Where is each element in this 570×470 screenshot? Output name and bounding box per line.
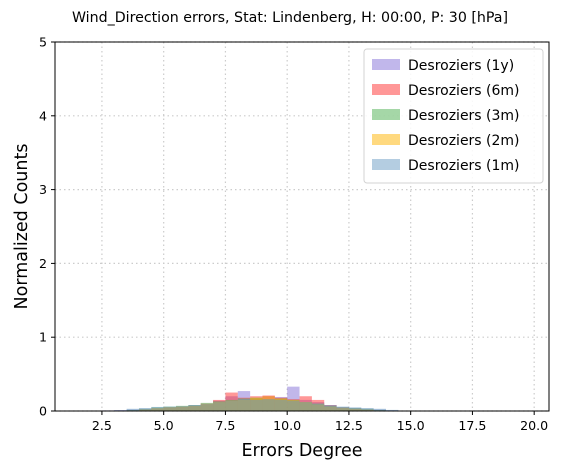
x-tick-label-4: 12.5: [335, 418, 363, 433]
bar-s4-b7: [201, 404, 213, 411]
legend-label-0: Desroziers (1y): [408, 58, 514, 74]
legend-swatch-3: [372, 134, 400, 145]
histogram-bars: [90, 387, 411, 411]
bar-s4-b8: [213, 402, 225, 411]
legend-label-3: Desroziers (2m): [408, 133, 520, 149]
legend: Desroziers (1y) Desroziers (6m) Desroziers…: [364, 49, 543, 183]
x-axis-label: Errors Degree: [241, 441, 362, 461]
legend-swatch-1: [372, 84, 400, 95]
y-tick-label-0: 0: [39, 404, 47, 419]
bar-s4-b15: [300, 402, 312, 411]
legend-swatch-2: [372, 109, 400, 120]
bar-s4-b16: [312, 404, 324, 411]
x-tick-label-2: 7.5: [215, 418, 235, 433]
x-tick-label-7: 20.0: [520, 418, 548, 433]
bar-s4-b14: [287, 401, 299, 411]
bar-s4-b11: [250, 400, 262, 411]
y-tick-label-2: 2: [39, 256, 47, 271]
legend-swatch-0: [372, 59, 400, 70]
bar-s4-b5: [176, 406, 188, 411]
bar-s4-b12: [262, 399, 274, 411]
bar-s4-b9: [225, 401, 237, 411]
series-4: [114, 399, 398, 411]
x-tick-label-1: 5.0: [154, 418, 174, 433]
x-tick-label-6: 17.5: [458, 418, 486, 433]
x-tick-label-5: 15.0: [397, 418, 425, 433]
chart-title: Wind_Direction errors, Stat: Lindenberg,…: [72, 10, 508, 26]
y-tick-label-1: 1: [39, 330, 47, 345]
y-tick-label-5: 5: [39, 35, 47, 50]
bar-s4-b6: [188, 405, 200, 411]
bar-s4-b13: [275, 400, 287, 411]
bar-s4-b19: [349, 407, 361, 411]
bar-s4-b10: [238, 399, 250, 411]
bar-s4-b17: [324, 405, 336, 411]
y-tick-label-4: 4: [39, 108, 47, 123]
y-tick-label-3: 3: [39, 182, 47, 197]
x-tick-label-0: 2.5: [92, 418, 112, 433]
legend-label-2: Desroziers (3m): [408, 108, 520, 124]
x-tick-label-3: 10.0: [273, 418, 301, 433]
bar-s4-b3: [151, 407, 163, 411]
legend-swatch-4: [372, 159, 400, 170]
bar-s4-b4: [164, 407, 176, 411]
bar-s4-b18: [337, 407, 349, 411]
legend-label-4: Desroziers (1m): [408, 158, 520, 174]
y-axis-label: Normalized Counts: [12, 144, 32, 310]
legend-label-1: Desroziers (6m): [408, 83, 520, 99]
